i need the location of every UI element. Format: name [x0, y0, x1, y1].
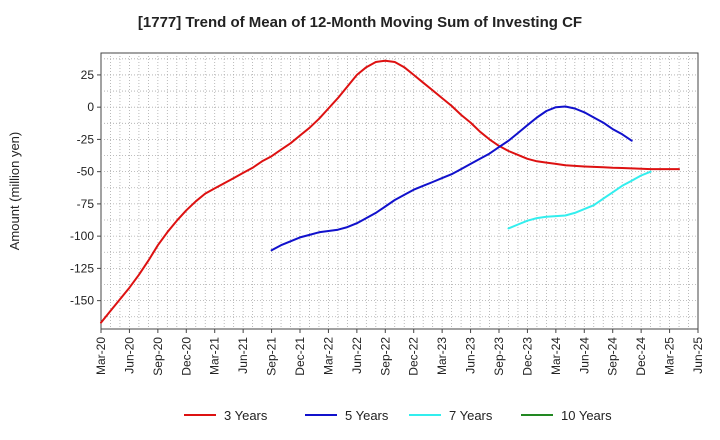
y-axis-ticks: 25 0 -25 -50 -75 -100 -125 -150	[70, 68, 101, 308]
x-tick-label: Mar-22	[321, 337, 335, 375]
x-tick-label: Sep-21	[265, 337, 279, 376]
series-line-7-years	[507, 170, 652, 230]
x-axis-ticks: Mar-20 Jun-20 Sep-20 Dec-20 Mar-21 Jun-21 Sep-…	[94, 329, 705, 376]
legend-label: 3 Years	[224, 408, 268, 423]
x-tick-label: Dec-24	[634, 337, 648, 376]
x-tick-label: Sep-22	[378, 337, 392, 376]
x-tick-label: Mar-20	[94, 337, 108, 375]
x-tick-label: Jun-24	[577, 337, 591, 374]
x-tick-label: Sep-24	[606, 337, 620, 376]
x-tick-label: Dec-20	[179, 337, 193, 376]
series-line-3-years	[100, 59, 680, 324]
x-tick-label: Dec-22	[407, 337, 421, 376]
x-tick-label: Mar-23	[435, 337, 449, 375]
x-tick-label: Sep-23	[492, 337, 506, 376]
y-tick-label: -25	[77, 132, 95, 146]
legend-label: 5 Years	[345, 408, 389, 423]
chart-title: [1777] Trend of Mean of 12-Month Moving …	[138, 14, 582, 31]
plot-area	[100, 52, 699, 330]
y-tick-label: 0	[87, 100, 94, 114]
grid-lines	[101, 53, 698, 329]
x-tick-label: Jun-20	[122, 337, 136, 374]
series-lines	[100, 59, 680, 324]
y-tick-label: -75	[77, 197, 95, 211]
x-tick-label: Mar-25	[663, 337, 677, 375]
x-tick-label: Jun-22	[350, 337, 364, 374]
legend-label: 10 Years	[561, 408, 612, 423]
y-tick-label: -150	[70, 294, 94, 308]
x-tick-label: Jun-25	[691, 337, 705, 374]
y-axis-label: Amount (million yen)	[7, 132, 22, 251]
x-tick-label: Dec-23	[520, 337, 534, 376]
series-line-5-years	[270, 105, 633, 252]
x-tick-label: Jun-21	[236, 337, 250, 374]
y-tick-label: 25	[81, 68, 95, 82]
x-tick-label: Mar-24	[549, 337, 563, 375]
x-tick-label: Dec-21	[293, 337, 307, 376]
x-tick-label: Sep-20	[151, 337, 165, 376]
legend-label: 7 Years	[449, 408, 493, 423]
y-tick-label: -100	[70, 229, 94, 243]
legend: 3 Years 5 Years 7 Years 10 Years	[184, 408, 612, 423]
y-tick-label: -125	[70, 261, 94, 275]
y-tick-label: -50	[77, 165, 95, 179]
x-tick-label: Mar-21	[208, 337, 222, 375]
x-tick-label: Jun-23	[464, 337, 478, 374]
